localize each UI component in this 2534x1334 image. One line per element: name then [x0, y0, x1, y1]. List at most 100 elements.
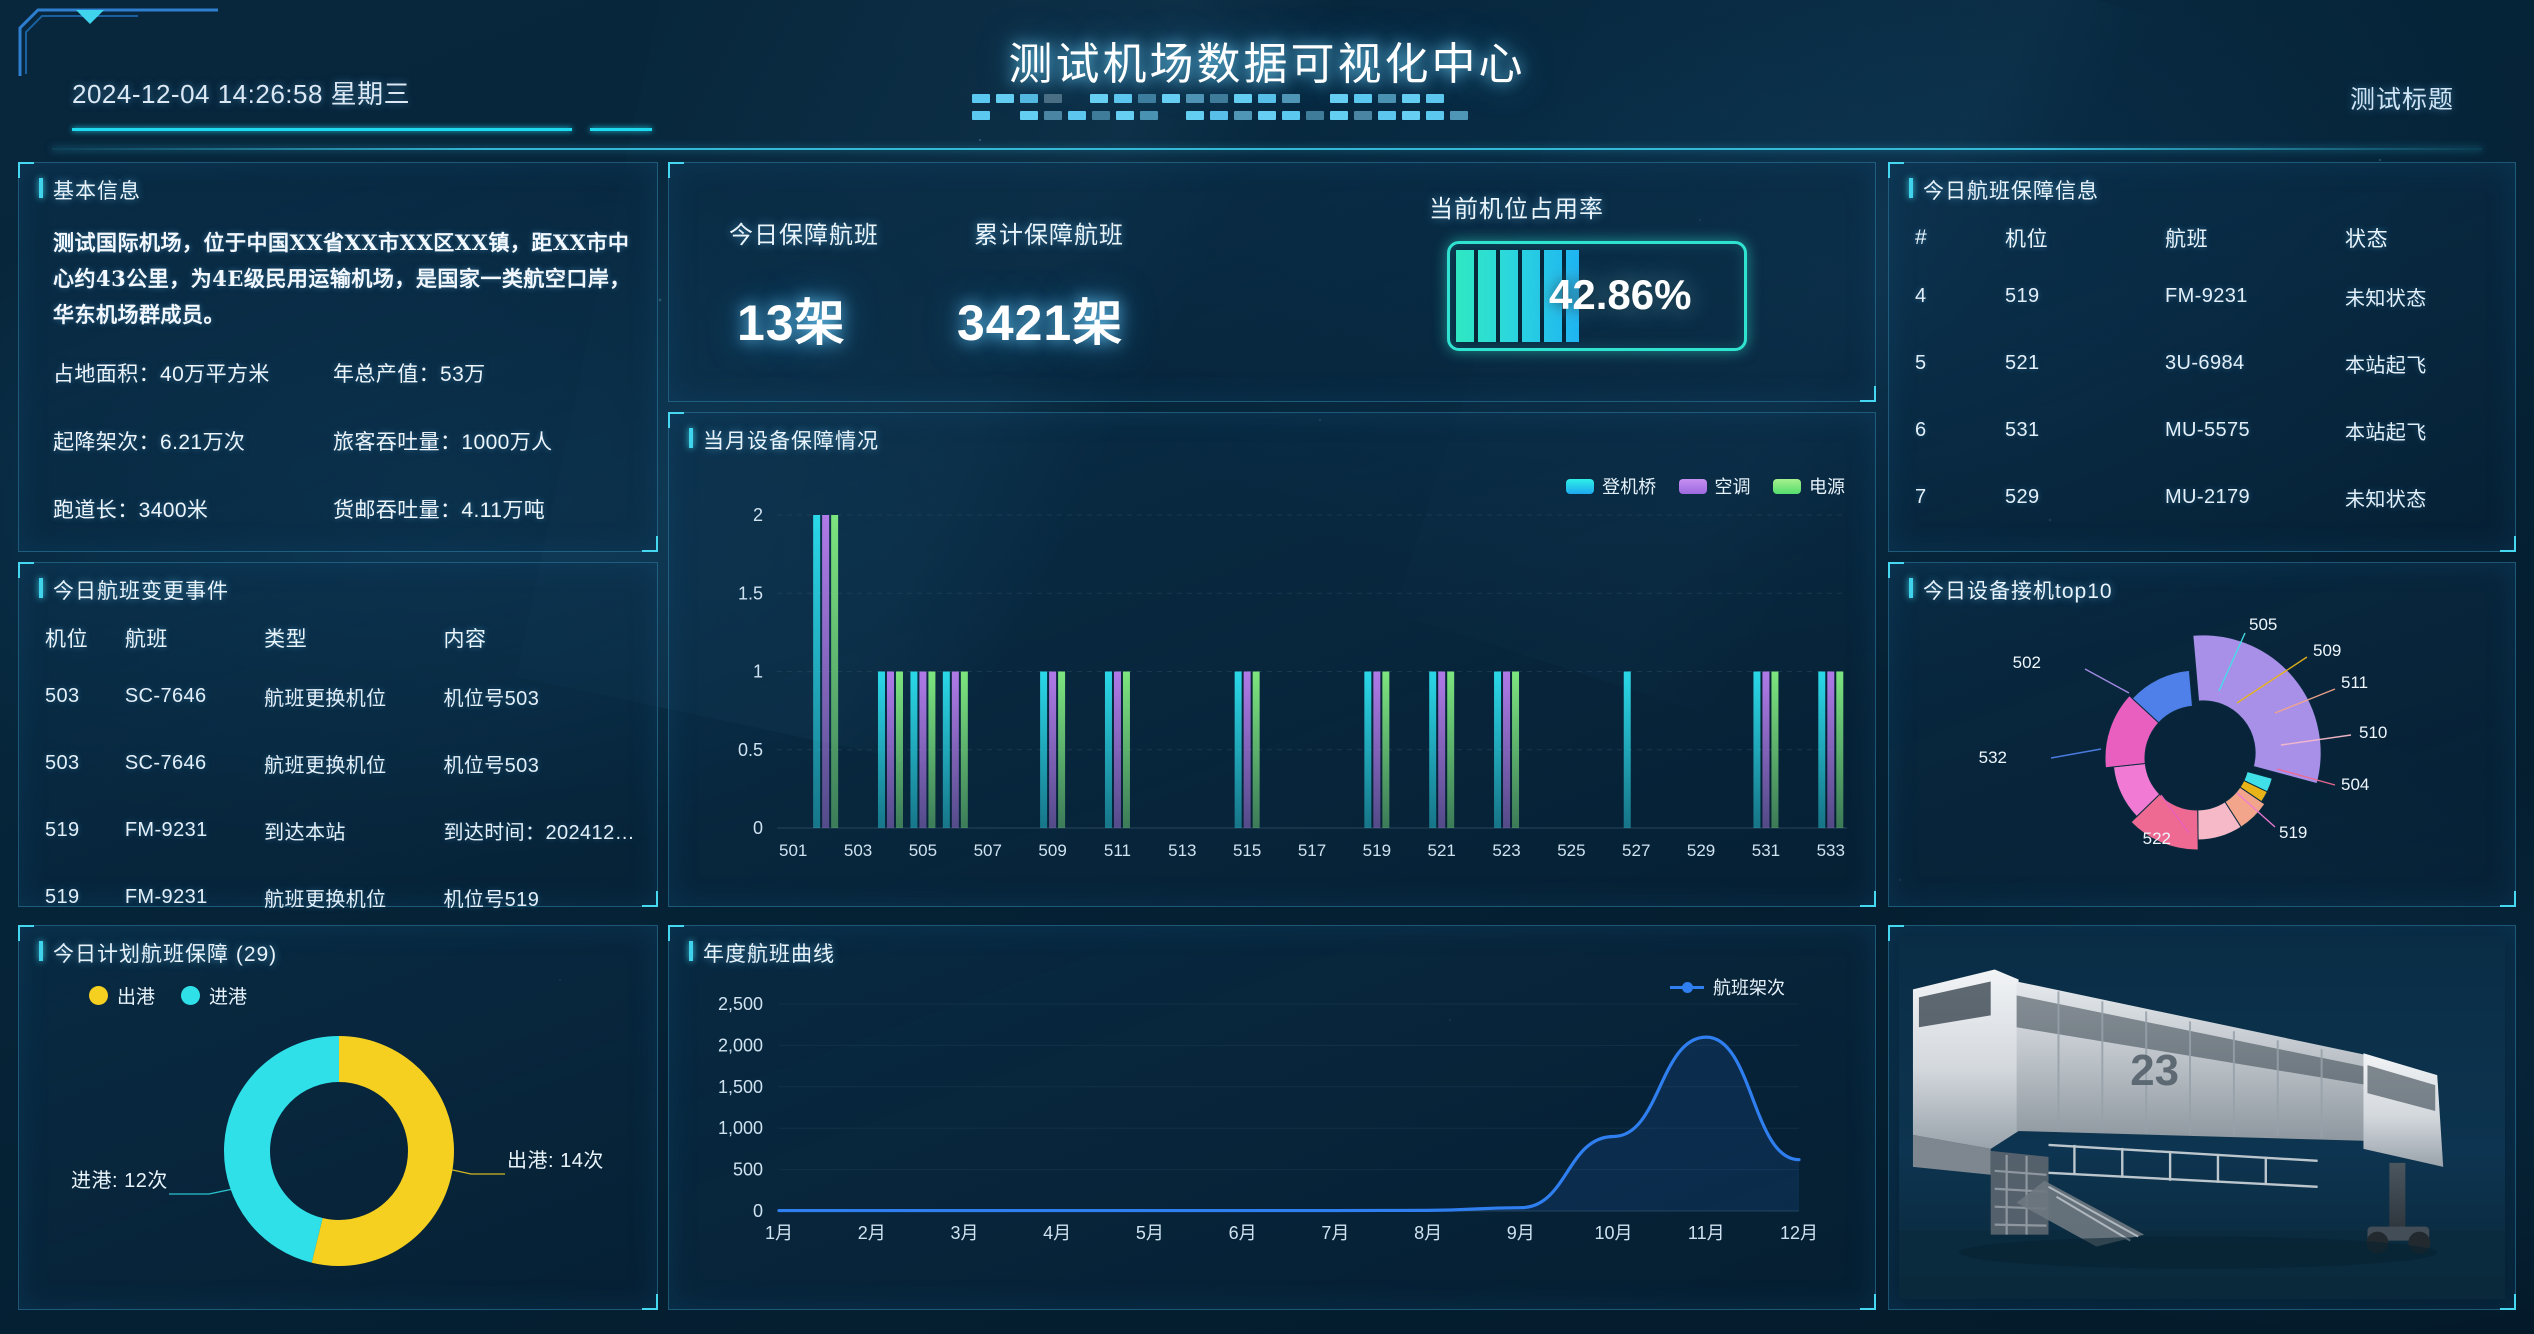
donut-slice-label: 532 [1979, 748, 2007, 767]
planned-flights-donut-chart[interactable] [209, 1021, 469, 1281]
equipment-chart-legend: 登机桥 空调 电源 [1548, 473, 1845, 499]
donut-slice-label: 502 [2013, 653, 2041, 672]
table-row[interactable]: 6 531 MU-5575 本站起飞 [1911, 397, 2497, 464]
cell-status: 未知状态 [2345, 489, 2427, 511]
cell-content: 到达时间：202412… [443, 822, 635, 844]
header-right-label: 测试标题 [2349, 86, 2454, 114]
cell-stand: 521 [2005, 352, 2040, 374]
table-row[interactable]: 5 521 3U-6984 本站起飞 [1911, 330, 2497, 397]
equipment-chart-title: 当月设备保障情况 [689, 425, 879, 455]
table-row[interactable]: 503 SC-7646 航班更换机位 机位号503 [41, 663, 639, 730]
legend-line-flight-count [1670, 981, 1704, 993]
change-events-table: 机位 航班 类型 内容 503 SC-7646 航班更换机位 机位号503 50… [41, 613, 639, 931]
equipment-bar-chart[interactable]: 0 0.5 1 1.5 2 501 503 505 507 509 511 513 515 517 519 5… [669, 413, 1877, 908]
change-events-panel: 今日航班变更事件 机位 航班 类型 内容 503 SC-7646 航班更换机位 … [18, 562, 658, 911]
header-datetime: 2024-12-04 14:26:58 星期三 [72, 79, 411, 109]
donut-slice-label: 519 [2279, 823, 2307, 842]
svg-text:531: 531 [1752, 841, 1780, 860]
column-header-status: 状态 [2345, 228, 2389, 251]
legend-label-power: 电源 [1809, 477, 1845, 497]
stat-label: 起降架次 [53, 431, 139, 454]
svg-text:523: 523 [1492, 841, 1520, 860]
svg-text:519: 519 [1363, 841, 1391, 860]
cell-stand: 529 [2005, 486, 2040, 508]
svg-text:525: 525 [1557, 841, 1585, 860]
svg-text:521: 521 [1428, 841, 1456, 860]
svg-text:1月: 1月 [765, 1223, 793, 1243]
donut-slice-label: 505 [2249, 615, 2277, 634]
legend-item-boarding-bridge[interactable]: 登机桥 [1566, 473, 1656, 499]
stat-value: 6.21万次 [160, 431, 246, 454]
cell-content: 机位号503 [443, 755, 540, 777]
kpi-gauge-panel: 今日保障航班 13架 累计保障航班 3421架 当前机位占用率 42.86% [668, 162, 1876, 402]
svg-text:6月: 6月 [1229, 1223, 1257, 1243]
annual-line-chart[interactable]: 0 500 1,000 1,500 2,000 2,500 1月 2月 3月 4月 5月 6月 7月 8月… [669, 926, 1877, 1311]
column-header-stand: 机位 [2005, 228, 2049, 251]
jet-bridge-photo-panel: 23 [1888, 925, 2516, 1310]
annual-chart-panel: 年度航班曲线 航班架次 0 500 1,000 1,500 2,000 2,500 1月 2月… [668, 925, 1876, 1310]
stat-item: 货邮吞吐量：4.11万吨 [333, 499, 546, 522]
svg-text:513: 513 [1168, 841, 1196, 860]
legend-item-departure[interactable]: 出港 [89, 982, 155, 1009]
stat-value: 4.11万吨 [461, 499, 546, 522]
stat-item: 占地面积：40万平方米 [53, 363, 270, 386]
svg-text:511: 511 [1104, 841, 1131, 860]
occupancy-gauge[interactable] [1447, 241, 1747, 351]
equipment-chart-panel: 当月设备保障情况 登机桥 空调 电源 0 0.5 1 1.5 2 501 503 505 507… [668, 412, 1876, 907]
svg-text:503: 503 [844, 841, 872, 860]
legend-item-flight-count[interactable]: 航班架次 [1670, 974, 1785, 1000]
cell-type: 航班更换机位 [264, 688, 387, 710]
stat-item: 年总产值：53万 [333, 363, 486, 386]
device-top10-title: 今日设备接机top10 [1909, 575, 2113, 605]
occupancy-gauge-stripes [1456, 250, 1580, 342]
today-flights-label: 今日保障航班 [729, 222, 879, 249]
svg-text:2,500: 2,500 [718, 994, 763, 1014]
svg-text:12月: 12月 [1780, 1223, 1818, 1243]
svg-text:1.5: 1.5 [738, 583, 763, 603]
svg-text:533: 533 [1817, 841, 1845, 860]
legend-item-power[interactable]: 电源 [1773, 473, 1845, 499]
column-header-index: # [1915, 226, 1928, 249]
cell-stand: 519 [45, 819, 80, 841]
stat-label: 占地面积 [53, 363, 139, 386]
legend-item-air-conditioning[interactable]: 空调 [1678, 473, 1751, 499]
legend-dot-arrival [181, 986, 201, 1005]
cell-status: 本站起飞 [2345, 355, 2427, 377]
svg-text:527: 527 [1622, 841, 1650, 860]
donut-slice-label: 510 [2359, 723, 2387, 742]
page-header: 2024-12-04 14:26:58 星期三 测试机场数据可视化中心 [0, 0, 2534, 150]
table-row[interactable]: 519 FM-9231 航班更换机位 机位号519 [41, 864, 639, 931]
table-row[interactable]: 503 SC-7646 航班更换机位 机位号503 [41, 730, 639, 797]
planned-flights-leader-lines [169, 1163, 505, 1195]
svg-text:517: 517 [1298, 841, 1326, 860]
flight-guarantee-title: 今日航班保障信息 [1909, 175, 2099, 205]
planned-flights-legend: 出港 进港 [89, 982, 247, 1009]
table-row[interactable]: 519 FM-9231 到达本站 到达时间：202412… [41, 797, 639, 864]
cell-index: 4 [1915, 285, 1927, 307]
header-pixel-decoration [972, 94, 1562, 122]
svg-text:1: 1 [753, 662, 763, 682]
cell-stand: 519 [45, 886, 80, 908]
svg-text:11月: 11月 [1688, 1223, 1725, 1243]
donut-slice-label: 504 [2341, 775, 2369, 794]
table-row[interactable]: 7 529 MU-2179 未知状态 [1911, 464, 2497, 531]
table-row[interactable]: 4 519 FM-9231 未知状态 [1911, 263, 2497, 330]
cell-stand: 531 [2005, 419, 2040, 441]
svg-text:0: 0 [753, 818, 763, 838]
column-header-flight: 航班 [124, 628, 169, 651]
column-header-flight: 航班 [2165, 228, 2209, 251]
legend-label-flight-count: 航班架次 [1713, 978, 1785, 998]
svg-text:2: 2 [753, 505, 763, 525]
svg-text:9月: 9月 [1507, 1223, 1535, 1243]
legend-item-arrival[interactable]: 进港 [181, 982, 247, 1009]
svg-text:500: 500 [733, 1160, 763, 1180]
svg-text:4月: 4月 [1043, 1223, 1071, 1243]
svg-text:7月: 7月 [1321, 1223, 1349, 1243]
legend-chip-power [1773, 478, 1801, 494]
svg-text:501: 501 [779, 841, 807, 860]
occupancy-gauge-value: 42.86% [1549, 271, 1692, 318]
column-header-stand: 机位 [45, 628, 89, 651]
cell-stand: 503 [45, 685, 80, 707]
